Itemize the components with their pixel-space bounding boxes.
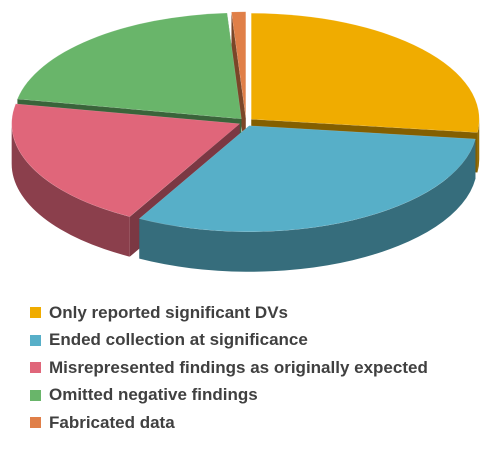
legend-swatch (30, 307, 41, 319)
pie-slice-wall-fabricated-data (231, 12, 246, 158)
pie-slice-edge-ended-collection-at-significance (139, 139, 476, 272)
legend-item-misrepresented-findings: Misrepresented findings as originally ex… (30, 354, 428, 382)
legend-swatch (30, 362, 41, 374)
legend-label: Misrepresented findings as originally ex… (49, 357, 428, 377)
legend-item-omitted-negative-findings: Omitted negative findings (30, 382, 428, 410)
legend-label: Fabricated data (49, 412, 175, 432)
chart-legend: Only reported significant DVs Ended coll… (30, 299, 428, 437)
pie-slice-edge-only-reported-significant-dvs (477, 119, 480, 173)
legend-item-ended-collection-at-significance: Ended collection at significance (30, 327, 428, 355)
legend-label: Ended collection at significance (49, 330, 308, 350)
pie-tops (11, 11, 480, 232)
legend-swatch (30, 334, 41, 346)
legend-item-only-reported-significant-dvs: Only reported significant DVs (30, 299, 428, 327)
pie-slice-omitted-negative-findings (17, 12, 242, 120)
pie-slice-only-reported-significant-dvs (251, 12, 480, 133)
legend-label: Only reported significant DVs (49, 302, 288, 322)
pie-slice-fabricated-data (231, 11, 247, 118)
legend-label: Omitted negative findings (49, 385, 258, 405)
pie-slice-ended-collection-at-significance (138, 125, 476, 232)
legend-item-fabricated-data: Fabricated data (30, 409, 428, 437)
legend-swatch (30, 417, 41, 429)
pie-slice-misrepresented-findings-as-originally-expected (11, 103, 241, 217)
pie-chart (11, 11, 480, 272)
legend-swatch (30, 389, 41, 401)
pie-slice-edge-misrepresented-findings-as-originally-expected (11, 123, 130, 257)
